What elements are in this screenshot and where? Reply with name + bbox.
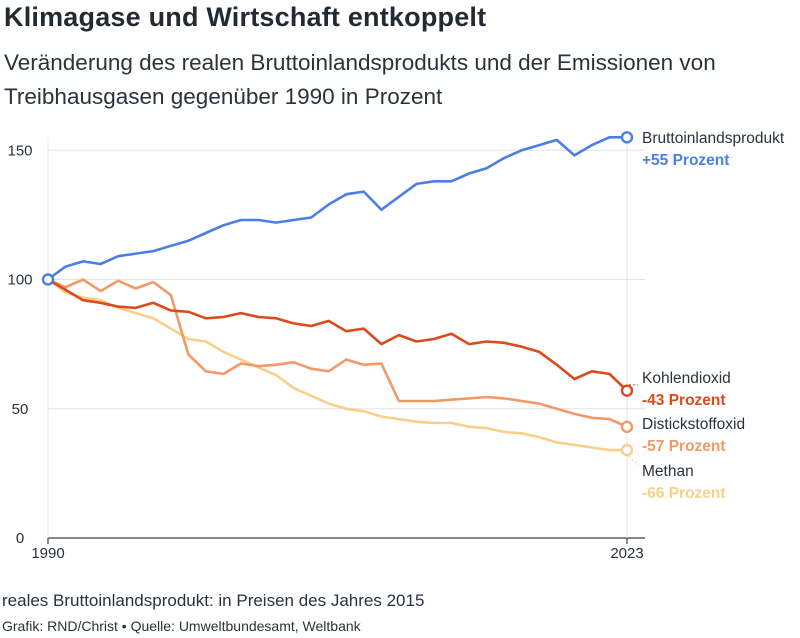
y-tick-label: 100 bbox=[7, 272, 32, 289]
x-tick-label: 2023 bbox=[610, 545, 643, 562]
end-point-marker bbox=[620, 420, 634, 434]
end-point-marker bbox=[620, 131, 634, 144]
series-label-change: +55 Prozent bbox=[642, 152, 729, 169]
series-line-methan bbox=[46, 278, 629, 452]
series-label-change: -66 Prozent bbox=[642, 485, 726, 502]
y-tick-label: 0 bbox=[16, 530, 24, 547]
series-line-distickstoffoxid bbox=[46, 278, 629, 429]
series-label-name: Distickstoffoxid bbox=[642, 416, 745, 433]
source-credit: Grafik: RND/Christ • Quelle: Umweltbunde… bbox=[2, 618, 361, 634]
series-line-kohlendioxid bbox=[46, 278, 629, 393]
y-tick-label: 150 bbox=[7, 142, 32, 159]
end-point-marker bbox=[620, 384, 634, 397]
end-point-marker bbox=[620, 443, 634, 457]
series-label-name: Kohlendioxid bbox=[642, 370, 731, 387]
label-connector bbox=[628, 455, 639, 466]
series-label-name: Methan bbox=[642, 463, 694, 480]
series-label-name: Bruttoinlandsprodukt bbox=[642, 130, 785, 147]
series-line-bruttoinlandsprodukt bbox=[46, 136, 629, 281]
chart-subtitle: Veränderung des realen Bruttoinlandsprod… bbox=[4, 50, 716, 109]
chart-title: Klimagase und Wirtschaft entkoppelt bbox=[4, 2, 487, 32]
series-label-change: -57 Prozent bbox=[642, 438, 726, 455]
y-tick-label: 50 bbox=[12, 401, 29, 418]
x-tick-label: 1990 bbox=[31, 545, 64, 562]
series-label-change: -43 Prozent bbox=[642, 392, 726, 409]
footnote: reales Bruttoinlandsprodukt: in Preisen … bbox=[2, 591, 425, 610]
start-point-marker bbox=[41, 273, 55, 286]
